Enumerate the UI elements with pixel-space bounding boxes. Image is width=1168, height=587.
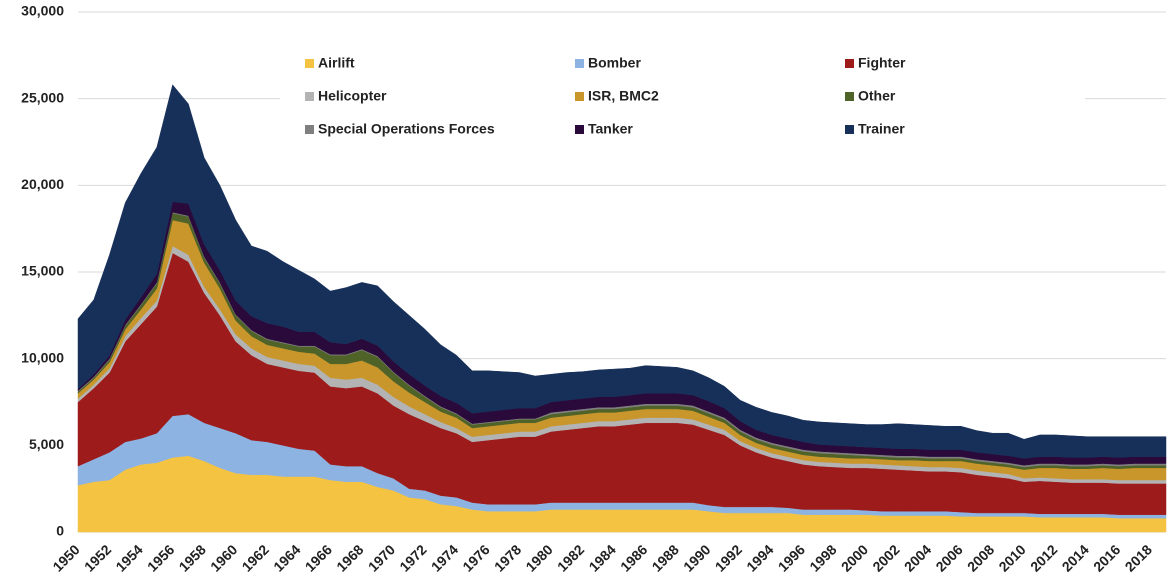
x-tick-label: 1994 (743, 541, 776, 574)
x-tick-label: 1986 (617, 541, 650, 574)
x-tick-label: 2016 (1090, 541, 1123, 574)
y-tick-label: 20,000 (21, 176, 64, 192)
x-tick-label: 1988 (649, 541, 682, 574)
legend-swatch (845, 125, 854, 134)
legend-swatch (305, 59, 314, 68)
y-tick-label: 10,000 (21, 349, 64, 365)
legend-label: Bomber (588, 55, 641, 71)
legend-swatch (305, 125, 314, 134)
x-tick-label: 1950 (49, 541, 82, 574)
x-tick-label: 1966 (302, 541, 335, 574)
x-tick-label: 1990 (680, 541, 713, 574)
x-tick-label: 2008 (964, 541, 997, 574)
x-tick-label: 1980 (522, 541, 555, 574)
x-tick-label: 2006 (932, 541, 965, 574)
x-tick-label: 2012 (1027, 541, 1060, 574)
x-tick-label: 2002 (869, 541, 902, 574)
x-tick-label: 1962 (239, 541, 272, 574)
legend-swatch (845, 59, 854, 68)
x-tick-label: 2014 (1059, 541, 1092, 574)
legend-swatch (575, 125, 584, 134)
x-tick-label: 1998 (806, 541, 839, 574)
y-tick-label: 25,000 (21, 89, 64, 105)
legend-swatch (575, 59, 584, 68)
x-tick-label: 1952 (81, 541, 114, 574)
legend-label: ISR, BMC2 (588, 88, 659, 104)
x-tick-label: 1958 (176, 541, 209, 574)
legend-label: Trainer (858, 121, 905, 137)
x-tick-label: 1996 (775, 541, 808, 574)
x-tick-label: 1960 (207, 541, 240, 574)
legend-label: Special Operations Forces (318, 121, 495, 137)
legend-label: Tanker (588, 121, 633, 137)
y-tick-label: 5,000 (29, 436, 64, 452)
x-tick-label: 1976 (459, 541, 492, 574)
x-tick-label: 1956 (144, 541, 177, 574)
x-tick-label: 1954 (112, 541, 145, 574)
legend-swatch (305, 92, 314, 101)
x-tick-label: 2018 (1122, 541, 1155, 574)
legend-label: Airlift (318, 55, 355, 71)
x-tick-label: 1968 (333, 541, 366, 574)
x-tick-label: 2000 (838, 541, 871, 574)
y-tick-label: 30,000 (21, 3, 64, 19)
x-tick-label: 2004 (901, 541, 934, 574)
x-tick-label: 1970 (365, 541, 398, 574)
legend-label: Other (858, 88, 896, 104)
y-tick-label: 0 (56, 523, 64, 539)
x-tick-label: 1978 (491, 541, 524, 574)
y-tick-label: 15,000 (21, 263, 64, 279)
x-tick-label: 1982 (554, 541, 587, 574)
legend-swatch (845, 92, 854, 101)
legend-swatch (575, 92, 584, 101)
area (77, 84, 1167, 459)
x-tick-label: 1964 (270, 541, 303, 574)
x-tick-label: 1992 (712, 541, 745, 574)
x-tick-label: 1972 (396, 541, 429, 574)
x-tick-label: 1984 (586, 541, 619, 574)
legend-box (280, 45, 1085, 150)
legend-label: Helicopter (318, 88, 387, 104)
x-tick-label: 1974 (428, 541, 461, 574)
x-tick-label: 2010 (995, 541, 1028, 574)
legend-label: Fighter (858, 55, 906, 71)
